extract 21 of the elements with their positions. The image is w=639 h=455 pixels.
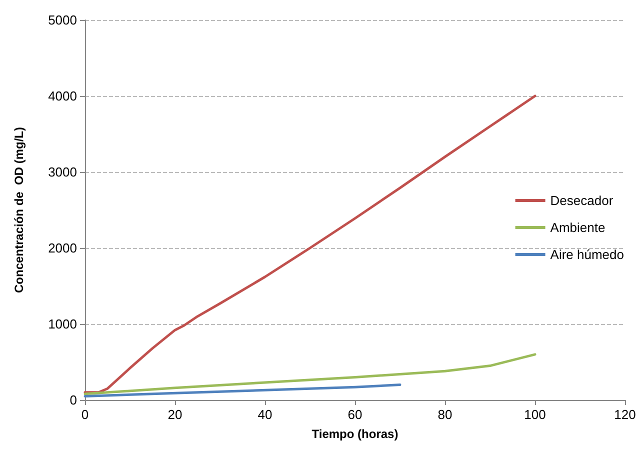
y-axis-title: Concentración de OD (mg/L) xyxy=(12,126,26,294)
legend-label: Ambiente xyxy=(550,220,606,235)
x-tick-label: 60 xyxy=(348,407,362,422)
y-tick-label: 4000 xyxy=(48,88,77,104)
x-tick-label: 40 xyxy=(258,407,272,422)
y-tick-label: 2000 xyxy=(48,240,77,256)
x-tick-label: 80 xyxy=(438,407,452,422)
x-axis-title: Tiempo (horas) xyxy=(312,427,398,441)
y-tick-label: 1000 xyxy=(48,316,77,332)
line-series xyxy=(84,353,536,396)
x-tick-label: 0 xyxy=(81,407,89,422)
line-series xyxy=(84,94,536,394)
y-tick-label: 0 xyxy=(70,392,77,408)
y-tick-label: 3000 xyxy=(48,164,77,180)
x-tick-label: 20 xyxy=(168,407,182,422)
x-tick-label: 120 xyxy=(614,407,636,422)
x-tick-label: 100 xyxy=(524,407,546,422)
legend-label: Aire húmedo xyxy=(550,247,624,262)
legend-label: Desecador xyxy=(550,193,614,208)
y-tick-label: 5000 xyxy=(48,12,77,28)
line-series xyxy=(84,384,402,398)
